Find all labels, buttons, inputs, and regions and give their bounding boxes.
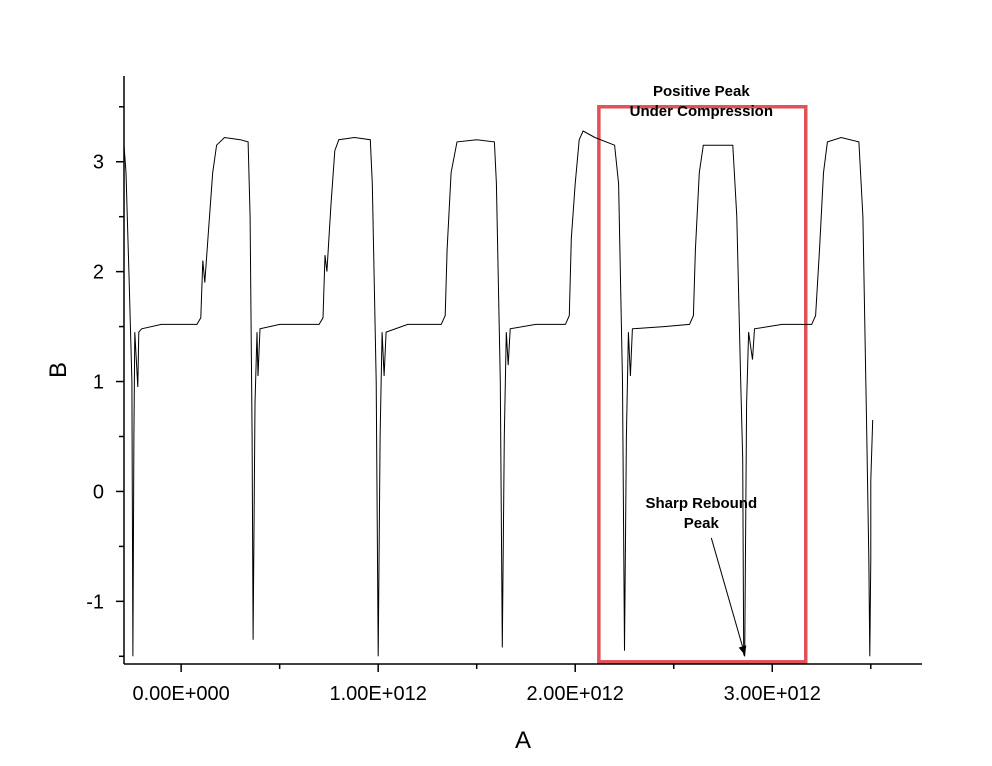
x-axis-title: A: [515, 727, 531, 754]
annotation-arrow: [710, 537, 747, 656]
x-tick-label: 2.00E+012: [527, 683, 624, 705]
series-line: [123, 130, 874, 657]
annotations: Positive Peak Under Compression Sharp Rebo…: [630, 83, 773, 656]
x-tick-label: 0.00E+000: [132, 683, 229, 705]
highlight-box: [597, 105, 808, 664]
annotation-text: Under Compression: [630, 103, 773, 120]
y-tick-label: -1: [86, 591, 104, 613]
annotation-text: Positive Peak: [653, 83, 750, 100]
y-tick-label: 2: [93, 262, 104, 284]
x-tick-label: 3.00E+012: [724, 683, 821, 705]
y-axis-title: B: [45, 362, 72, 378]
annotation-text: Peak: [684, 515, 720, 532]
y-tick-label: 1: [93, 372, 104, 394]
axes: [123, 76, 922, 665]
annotation-text: Sharp Rebound: [645, 495, 757, 512]
y-tick-label: 3: [93, 152, 104, 174]
x-axis-ticks: 0.00E+000 1.00E+012 2.00E+012 3.00E+012: [132, 664, 872, 705]
y-axis-ticks: -1 0 1 2 3: [86, 106, 124, 658]
y-tick-label: 0: [93, 481, 104, 503]
x-tick-label: 1.00E+012: [330, 683, 427, 705]
